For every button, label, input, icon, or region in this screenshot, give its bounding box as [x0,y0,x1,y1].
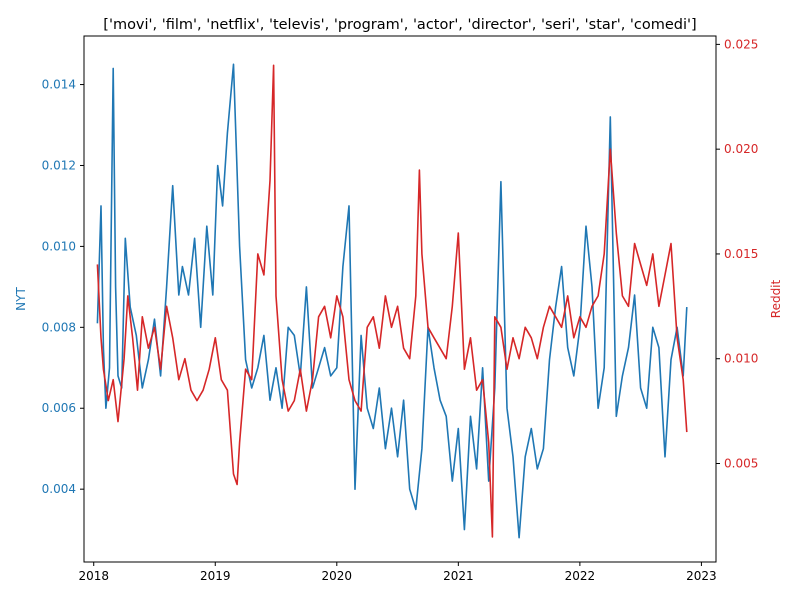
y-tick-label-right: 0.020 [724,142,758,156]
y-tick-label-right: 0.005 [724,457,758,471]
y-tick-label-left: 0.014 [42,78,76,92]
plot-frame [83,35,717,563]
y-tick-label-left: 0.006 [42,401,76,415]
x-tick-label: 2019 [200,569,231,583]
y-axis-right: 0.005 0.010 0.015 0.020 0.025 [716,37,758,471]
x-tick-label: 2018 [78,569,109,583]
y-tick-label-left: 0.012 [42,158,76,172]
x-axis: 2018 2019 2020 2021 2022 2023 [78,562,717,583]
chart-title: ['movi', 'film', 'netflix', 'televis', '… [103,17,696,33]
x-tick-label: 2023 [686,569,717,583]
y-axis-right-label: Reddit [769,279,783,318]
series-line-right-reddit [96,64,688,538]
y-tick-label-right: 0.015 [724,247,758,261]
y-tick-label-right: 0.010 [724,352,758,366]
plot-area [83,35,717,563]
y-tick-label-left: 0.010 [42,239,76,253]
y-axis-left-label: NYT [14,287,28,311]
x-tick-label: 2020 [322,569,353,583]
y-axis-left: 0.004 0.006 0.008 0.010 0.012 0.014 [42,78,84,496]
x-tick-label: 2021 [443,569,474,583]
y-tick-label-left: 0.008 [42,320,76,334]
y-tick-label-left: 0.004 [42,482,76,496]
y-tick-label-right: 0.025 [724,37,758,51]
series-line-left-nyt [96,63,688,539]
x-tick-label: 2022 [565,569,596,583]
